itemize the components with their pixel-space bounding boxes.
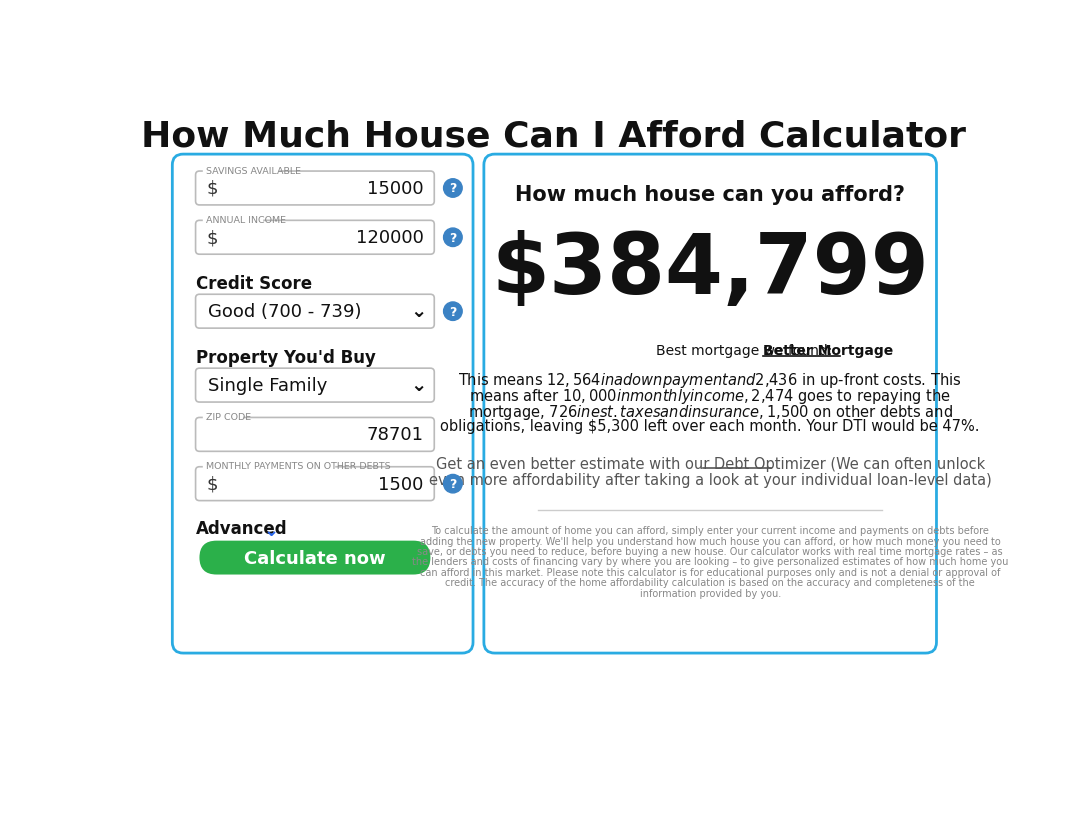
Text: This means $12,564 in a downpayment and $2,436 in up-front costs. This: This means $12,564 in a downpayment and … [458, 370, 962, 390]
Text: can afford in this market. Please note this calculator is for educational purpos: can afford in this market. Please note t… [421, 567, 1000, 577]
Circle shape [443, 229, 463, 247]
FancyBboxPatch shape [196, 295, 435, 329]
Text: MONTHLY PAYMENTS ON OTHER DEBTS: MONTHLY PAYMENTS ON OTHER DEBTS [206, 462, 391, 471]
FancyBboxPatch shape [196, 172, 435, 206]
Text: ?: ? [450, 182, 456, 196]
Text: means after $10,000 in monthly income, $2,474 goes to repaying the: means after $10,000 in monthly income, $… [469, 386, 951, 405]
Text: obligations, leaving $5,300 left over each month. Your DTI would be 47%.: obligations, leaving $5,300 left over ea… [440, 419, 979, 434]
FancyBboxPatch shape [200, 541, 430, 575]
Text: ?: ? [450, 232, 456, 244]
Text: Best mortgage we found:: Best mortgage we found: [656, 344, 837, 358]
Text: ANNUAL INCOME: ANNUAL INCOME [206, 216, 286, 225]
Text: ?: ? [450, 305, 456, 319]
Text: the lenders and costs of financing vary by where you are looking – to give perso: the lenders and costs of financing vary … [412, 557, 1009, 567]
Text: Advanced: Advanced [196, 520, 288, 538]
Circle shape [443, 475, 463, 493]
Text: Get an even better estimate with our Debt Optimizer (We can often unlock: Get an even better estimate with our Deb… [436, 456, 985, 472]
Text: Good (700 - 739): Good (700 - 739) [208, 303, 361, 321]
Text: $: $ [206, 475, 218, 493]
Text: mortgage, $726 in est. taxes and insurance, $1,500 on other debts and: mortgage, $726 in est. taxes and insuran… [468, 403, 952, 421]
Text: even more affordability after taking a look at your individual loan-level data): even more affordability after taking a l… [429, 472, 991, 487]
Text: ⌄: ⌄ [411, 375, 427, 395]
Text: $: $ [206, 229, 218, 247]
Text: How Much House Can I Afford Calculator: How Much House Can I Afford Calculator [142, 120, 966, 154]
FancyBboxPatch shape [196, 418, 435, 451]
Text: How much house can you afford?: How much house can you afford? [516, 185, 905, 205]
Text: ?: ? [450, 477, 456, 491]
Text: $: $ [206, 180, 218, 198]
Circle shape [443, 180, 463, 198]
Text: ⌄: ⌄ [264, 522, 279, 539]
Bar [203, 414, 242, 422]
Text: save, or debts you need to reduce, before buying a new house. Our calculator wor: save, or debts you need to reduce, befor… [417, 547, 1003, 557]
Bar [203, 217, 262, 225]
Text: Single Family: Single Family [208, 377, 328, 395]
Text: Property You'd Buy: Property You'd Buy [196, 349, 375, 367]
Text: $384,799: $384,799 [491, 230, 929, 311]
Bar [203, 168, 278, 176]
Text: Credit Score: Credit Score [196, 275, 311, 293]
Text: 15000: 15000 [366, 180, 424, 198]
FancyBboxPatch shape [172, 155, 473, 653]
Text: Calculate now: Calculate now [244, 549, 386, 567]
Circle shape [443, 303, 463, 321]
Text: information provided by you.: information provided by you. [640, 588, 780, 598]
Text: ZIP CODE: ZIP CODE [206, 413, 252, 421]
Text: 78701: 78701 [366, 426, 424, 444]
Text: SAVINGS AVAILABLE: SAVINGS AVAILABLE [206, 166, 302, 176]
Text: credit. The accuracy of the home affordability calculation is based on the accur: credit. The accuracy of the home afforda… [445, 578, 975, 588]
Text: adding the new property. We'll help you understand how much house you can afford: adding the new property. We'll help you … [419, 536, 1001, 546]
FancyBboxPatch shape [196, 369, 435, 403]
Text: Better Mortgage: Better Mortgage [763, 344, 893, 358]
Text: To calculate the amount of home you can afford, simply enter your current income: To calculate the amount of home you can … [431, 526, 989, 536]
FancyBboxPatch shape [196, 221, 435, 255]
FancyBboxPatch shape [484, 155, 936, 653]
Text: 1500: 1500 [378, 475, 424, 493]
Bar [203, 463, 334, 471]
FancyBboxPatch shape [196, 467, 435, 501]
Text: ⌄: ⌄ [411, 302, 427, 320]
Text: 120000: 120000 [356, 229, 424, 247]
